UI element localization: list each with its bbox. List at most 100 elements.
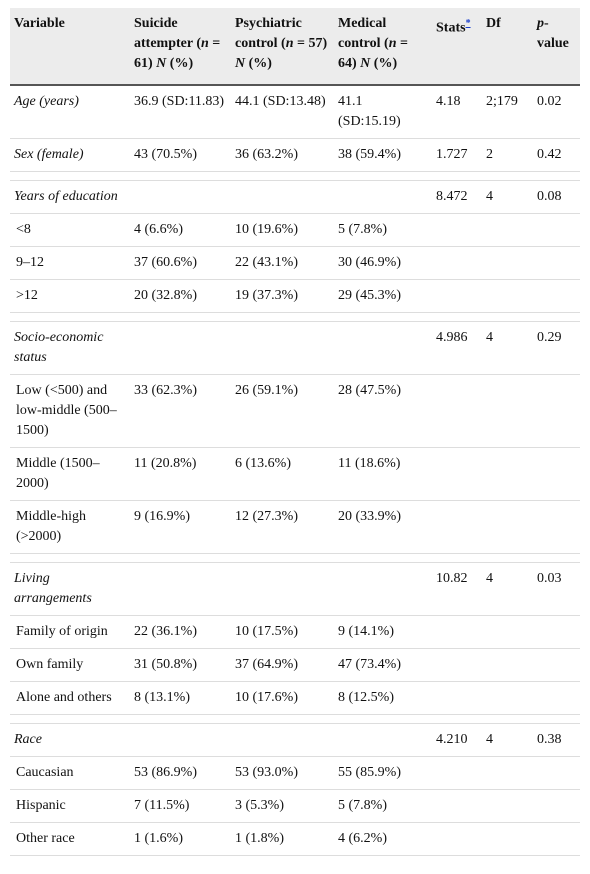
cell-text: 28 (47.5%): [338, 383, 401, 398]
table-cell: [533, 756, 580, 790]
table-cell: [482, 789, 533, 823]
cell-text: 4: [486, 732, 493, 747]
data-table: Variable Suicide attempter (n = 61) N (%)…: [10, 8, 580, 856]
table-cell: Years of education: [10, 180, 130, 214]
table-cell: [533, 615, 580, 649]
cell-text: 30 (46.9%): [338, 255, 401, 270]
cell-text: 0.29: [537, 330, 562, 345]
table-row: Years of education 8.472 4 0.08: [10, 180, 580, 214]
table-cell: 0.38: [533, 723, 580, 757]
spacer-row: [10, 714, 580, 724]
cell-text: 2: [486, 147, 493, 162]
table-cell: 36.9 (SD:11.83): [130, 85, 231, 139]
table-cell: [130, 321, 231, 375]
footnote-link[interactable]: *: [465, 18, 471, 29]
table-cell: 5 (7.8%): [334, 789, 432, 823]
cell-text: 4: [486, 189, 493, 204]
cell-text: 0.42: [537, 147, 562, 162]
table-cell: Middle-high (>2000): [10, 500, 130, 554]
table-cell: 11 (20.8%): [130, 447, 231, 501]
cell-text: 1 (1.8%): [235, 831, 284, 846]
table-row: Own family 31 (50.8%) 37 (64.9%) 47 (73.4%): [10, 648, 580, 682]
header-text: Variable: [14, 16, 65, 31]
spacer-cell: [10, 553, 580, 563]
table-cell: 0.29: [533, 321, 580, 375]
table-cell: 29 (45.3%): [334, 279, 432, 313]
cell-text: 22 (36.1%): [134, 624, 197, 639]
table-cell: [231, 321, 334, 375]
table-row: Sex (female) 43 (70.5%) 36 (63.2%) 38 (59.4…: [10, 138, 580, 172]
header-italic: n: [388, 36, 397, 51]
table-cell: 33 (62.3%): [130, 374, 231, 448]
table-cell: 4: [482, 723, 533, 757]
table-cell: 4: [482, 321, 533, 375]
header-text: Df: [486, 16, 501, 31]
table-cell: Caucasian: [10, 756, 130, 790]
table-cell: 4 (6.6%): [130, 213, 231, 247]
header-text: = 61): [134, 36, 221, 71]
table-cell: 41.1 (SD:15.19): [334, 85, 432, 139]
table-cell: [432, 213, 482, 247]
table-cell: [482, 213, 533, 247]
table-cell: 19 (37.3%): [231, 279, 334, 313]
header-cell: Psychiatric control (n = 57) N (%): [231, 8, 334, 86]
cell-text: 0.38: [537, 732, 562, 747]
table-cell: Family of origin: [10, 615, 130, 649]
header-italic: N: [156, 56, 167, 71]
table-cell: 8 (13.1%): [130, 681, 231, 715]
cell-text: 41.1 (SD:15.19): [338, 94, 401, 129]
table-cell: Alone and others: [10, 681, 130, 715]
table-cell: 53 (86.9%): [130, 756, 231, 790]
cell-text: 10.82: [436, 571, 468, 586]
header-italic: N: [235, 56, 246, 71]
cell-text: 4 (6.6%): [134, 222, 183, 237]
table-cell: 4.18: [432, 85, 482, 139]
table-cell: [130, 562, 231, 616]
cell-text: 53 (86.9%): [134, 765, 197, 780]
table-cell: 6 (13.6%): [231, 447, 334, 501]
table-row: Race 4.210 4 0.38: [10, 723, 580, 757]
cell-text: 47 (73.4%): [338, 657, 401, 672]
table-cell: 4.210: [432, 723, 482, 757]
table-row: 9–12 37 (60.6%) 22 (43.1%) 30 (46.9%): [10, 246, 580, 280]
cell-text: Alone and others: [16, 690, 112, 705]
header-italic: N: [360, 56, 371, 71]
table-row: Living arrangements 10.82 4 0.03: [10, 562, 580, 616]
table-cell: 3 (5.3%): [231, 789, 334, 823]
table-cell: [432, 500, 482, 554]
cell-text: 1 (1.6%): [134, 831, 183, 846]
header-cell: Variable: [10, 8, 130, 86]
table-cell: 53 (93.0%): [231, 756, 334, 790]
table-cell: 10 (17.5%): [231, 615, 334, 649]
table-cell: 4: [482, 562, 533, 616]
table-cell: 9 (14.1%): [334, 615, 432, 649]
cell-text: 26 (59.1%): [235, 383, 298, 398]
table-cell: 1 (1.8%): [231, 822, 334, 856]
table-cell: [482, 447, 533, 501]
table-cell: [533, 648, 580, 682]
header-italic: n: [201, 36, 209, 51]
cell-text: 11 (18.6%): [338, 456, 401, 471]
table-cell: [432, 615, 482, 649]
table-cell: 5 (7.8%): [334, 213, 432, 247]
header-cell: Stats*: [432, 8, 482, 86]
cell-text: Sex (female): [14, 147, 84, 162]
cell-text: 19 (37.3%): [235, 288, 298, 303]
table-cell: 8 (12.5%): [334, 681, 432, 715]
table-cell: [334, 562, 432, 616]
table-cell: [334, 723, 432, 757]
cell-text: 1.727: [436, 147, 468, 162]
cell-text: 9–12: [16, 255, 44, 270]
cell-text: 44.1 (SD:13.48): [235, 94, 326, 109]
table-cell: Low (<500) and low-middle (500–1500): [10, 374, 130, 448]
header-text: (%): [370, 56, 398, 71]
cell-text: 9 (14.1%): [338, 624, 394, 639]
header-cell: Medical control (n = 64) N (%): [334, 8, 432, 86]
table-row: Low (<500) and low-middle (500–1500) 33 (…: [10, 374, 580, 448]
header-text: Suicide attempter (: [134, 16, 201, 51]
table-row: Other race 1 (1.6%) 1 (1.8%) 4 (6.2%): [10, 822, 580, 856]
table-cell: [432, 756, 482, 790]
cell-text: Middle-high (>2000): [16, 509, 86, 544]
cell-text: 20 (32.8%): [134, 288, 197, 303]
table-cell: 2;179: [482, 85, 533, 139]
